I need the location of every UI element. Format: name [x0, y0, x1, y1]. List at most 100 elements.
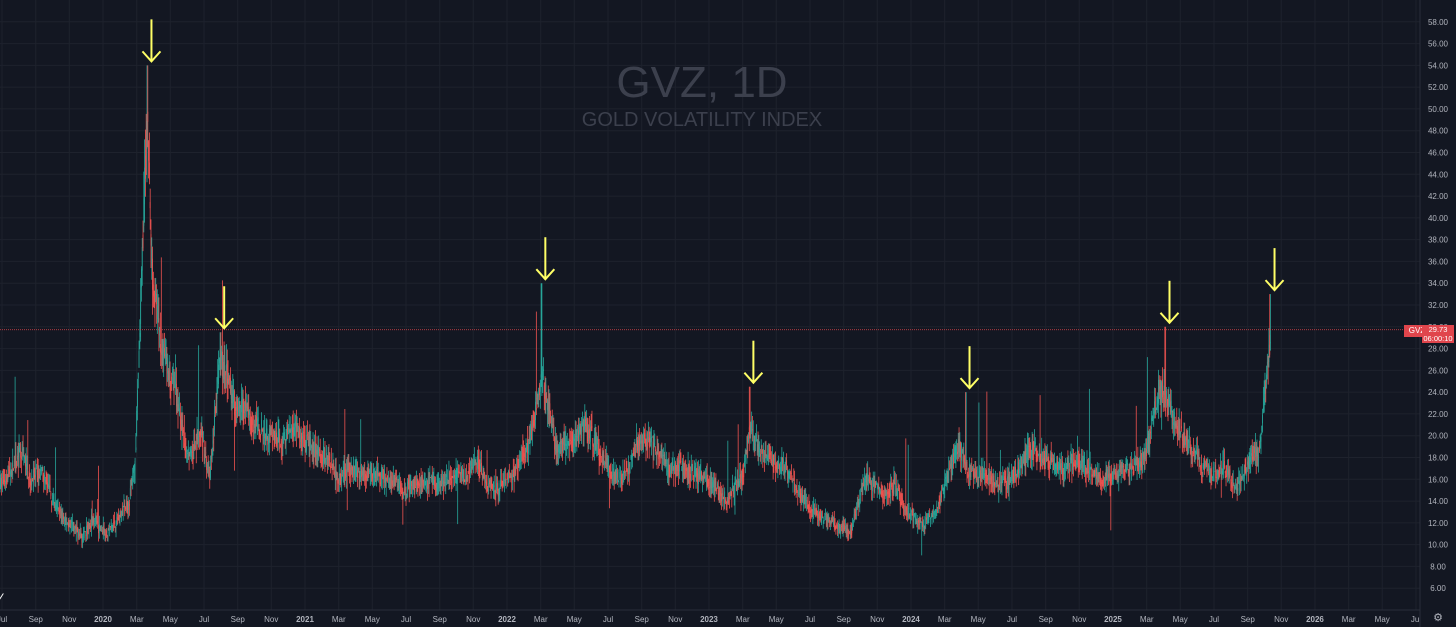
candle-body	[1092, 474, 1093, 477]
tradingview-logo-icon[interactable]: ⁄	[0, 592, 2, 604]
candle-body	[809, 511, 811, 513]
candle-body	[892, 488, 894, 494]
candle-body	[226, 363, 227, 373]
candle-body	[820, 514, 822, 522]
candle-body	[35, 470, 37, 475]
candle-body	[788, 472, 790, 478]
candle-body	[71, 521, 73, 525]
candle-body	[492, 484, 494, 490]
candle-body	[1188, 439, 1190, 441]
chart-settings-gear-icon[interactable]: ⚙	[1433, 612, 1443, 624]
candle-body	[186, 452, 188, 453]
candle-body	[652, 441, 654, 450]
candle-body	[1096, 471, 1098, 481]
candle-body	[1240, 478, 1242, 480]
candle-body	[1182, 439, 1184, 442]
candle-body	[620, 478, 621, 480]
candle-body	[1061, 462, 1062, 475]
candle-body	[183, 435, 185, 447]
candle-body	[901, 498, 903, 503]
candle-body	[845, 531, 847, 535]
candle-body	[910, 510, 912, 512]
candle-body	[1260, 437, 1262, 442]
candle-body	[230, 377, 231, 393]
candle-body	[674, 462, 676, 475]
candle-body	[1091, 474, 1093, 477]
candle-body	[356, 464, 358, 476]
candle-body	[1181, 435, 1183, 441]
candle-body	[346, 468, 348, 471]
candle-body	[494, 491, 496, 492]
candle-body	[394, 477, 396, 486]
candle-body	[244, 402, 246, 409]
candle-body	[1000, 482, 1002, 484]
candle-body	[1103, 478, 1105, 486]
candle-body	[1034, 442, 1036, 444]
candle-body	[1076, 461, 1078, 464]
candle-body	[412, 485, 414, 490]
candle-body	[988, 473, 990, 487]
candle-body	[1228, 469, 1230, 478]
candle-body	[923, 524, 925, 529]
candle-body	[925, 516, 927, 527]
candle-body	[84, 531, 86, 532]
candle-body	[876, 483, 877, 484]
candle-body	[559, 444, 561, 454]
price-axis-tick-label: 40.00	[1428, 214, 1449, 223]
candle-body	[283, 433, 285, 435]
candle-body	[411, 480, 413, 486]
candle-body	[547, 400, 549, 410]
candle-body	[948, 469, 950, 482]
candle-body	[280, 446, 281, 448]
candle-body	[600, 456, 602, 458]
candle-body	[443, 480, 445, 486]
candle-body	[474, 461, 476, 463]
time-axis-tick-label: Mar	[938, 615, 952, 624]
candle-body	[540, 374, 542, 378]
candle-body	[966, 461, 968, 471]
candle-body	[324, 448, 326, 463]
candle-body	[601, 460, 602, 462]
candle-body	[292, 428, 293, 433]
candle-body	[211, 450, 213, 459]
candle-body	[1023, 459, 1025, 465]
candle-body	[1154, 401, 1155, 415]
candle-body	[491, 483, 493, 485]
candle-body	[596, 437, 598, 454]
candle-body	[159, 328, 161, 332]
candle-body	[740, 470, 742, 485]
candle-body	[511, 477, 513, 483]
candle-body	[493, 482, 494, 493]
candle-body	[680, 460, 682, 462]
candle-body	[145, 149, 147, 160]
candle-body	[848, 534, 850, 536]
candle-body	[1115, 472, 1117, 480]
candle-body	[1055, 464, 1057, 470]
candle-body	[585, 418, 587, 426]
candle-body	[462, 471, 464, 476]
candle-body	[357, 468, 359, 472]
candle-body	[811, 509, 813, 512]
candle-body	[693, 477, 695, 482]
time-axis-tick-label: Jul	[805, 615, 815, 624]
candle-body	[115, 526, 117, 529]
candle-body	[941, 485, 943, 491]
candle-body	[1032, 441, 1034, 450]
candle-body	[1088, 471, 1089, 473]
candle-body	[1030, 445, 1031, 459]
candle-body	[1024, 450, 1026, 468]
candle-body	[276, 440, 278, 444]
candle-body	[369, 470, 370, 472]
candle-body	[480, 464, 482, 472]
candle-body	[48, 485, 50, 492]
candle-body	[255, 417, 257, 430]
candle-body	[1134, 459, 1136, 465]
candle-body	[295, 421, 296, 428]
candle-body	[114, 526, 116, 528]
candle-body	[22, 448, 24, 450]
time-axis-tick-label: Jul	[401, 615, 411, 624]
candle-body	[570, 442, 572, 448]
price-axis-tick-label: 18.00	[1428, 454, 1449, 463]
candle-body	[341, 475, 343, 481]
